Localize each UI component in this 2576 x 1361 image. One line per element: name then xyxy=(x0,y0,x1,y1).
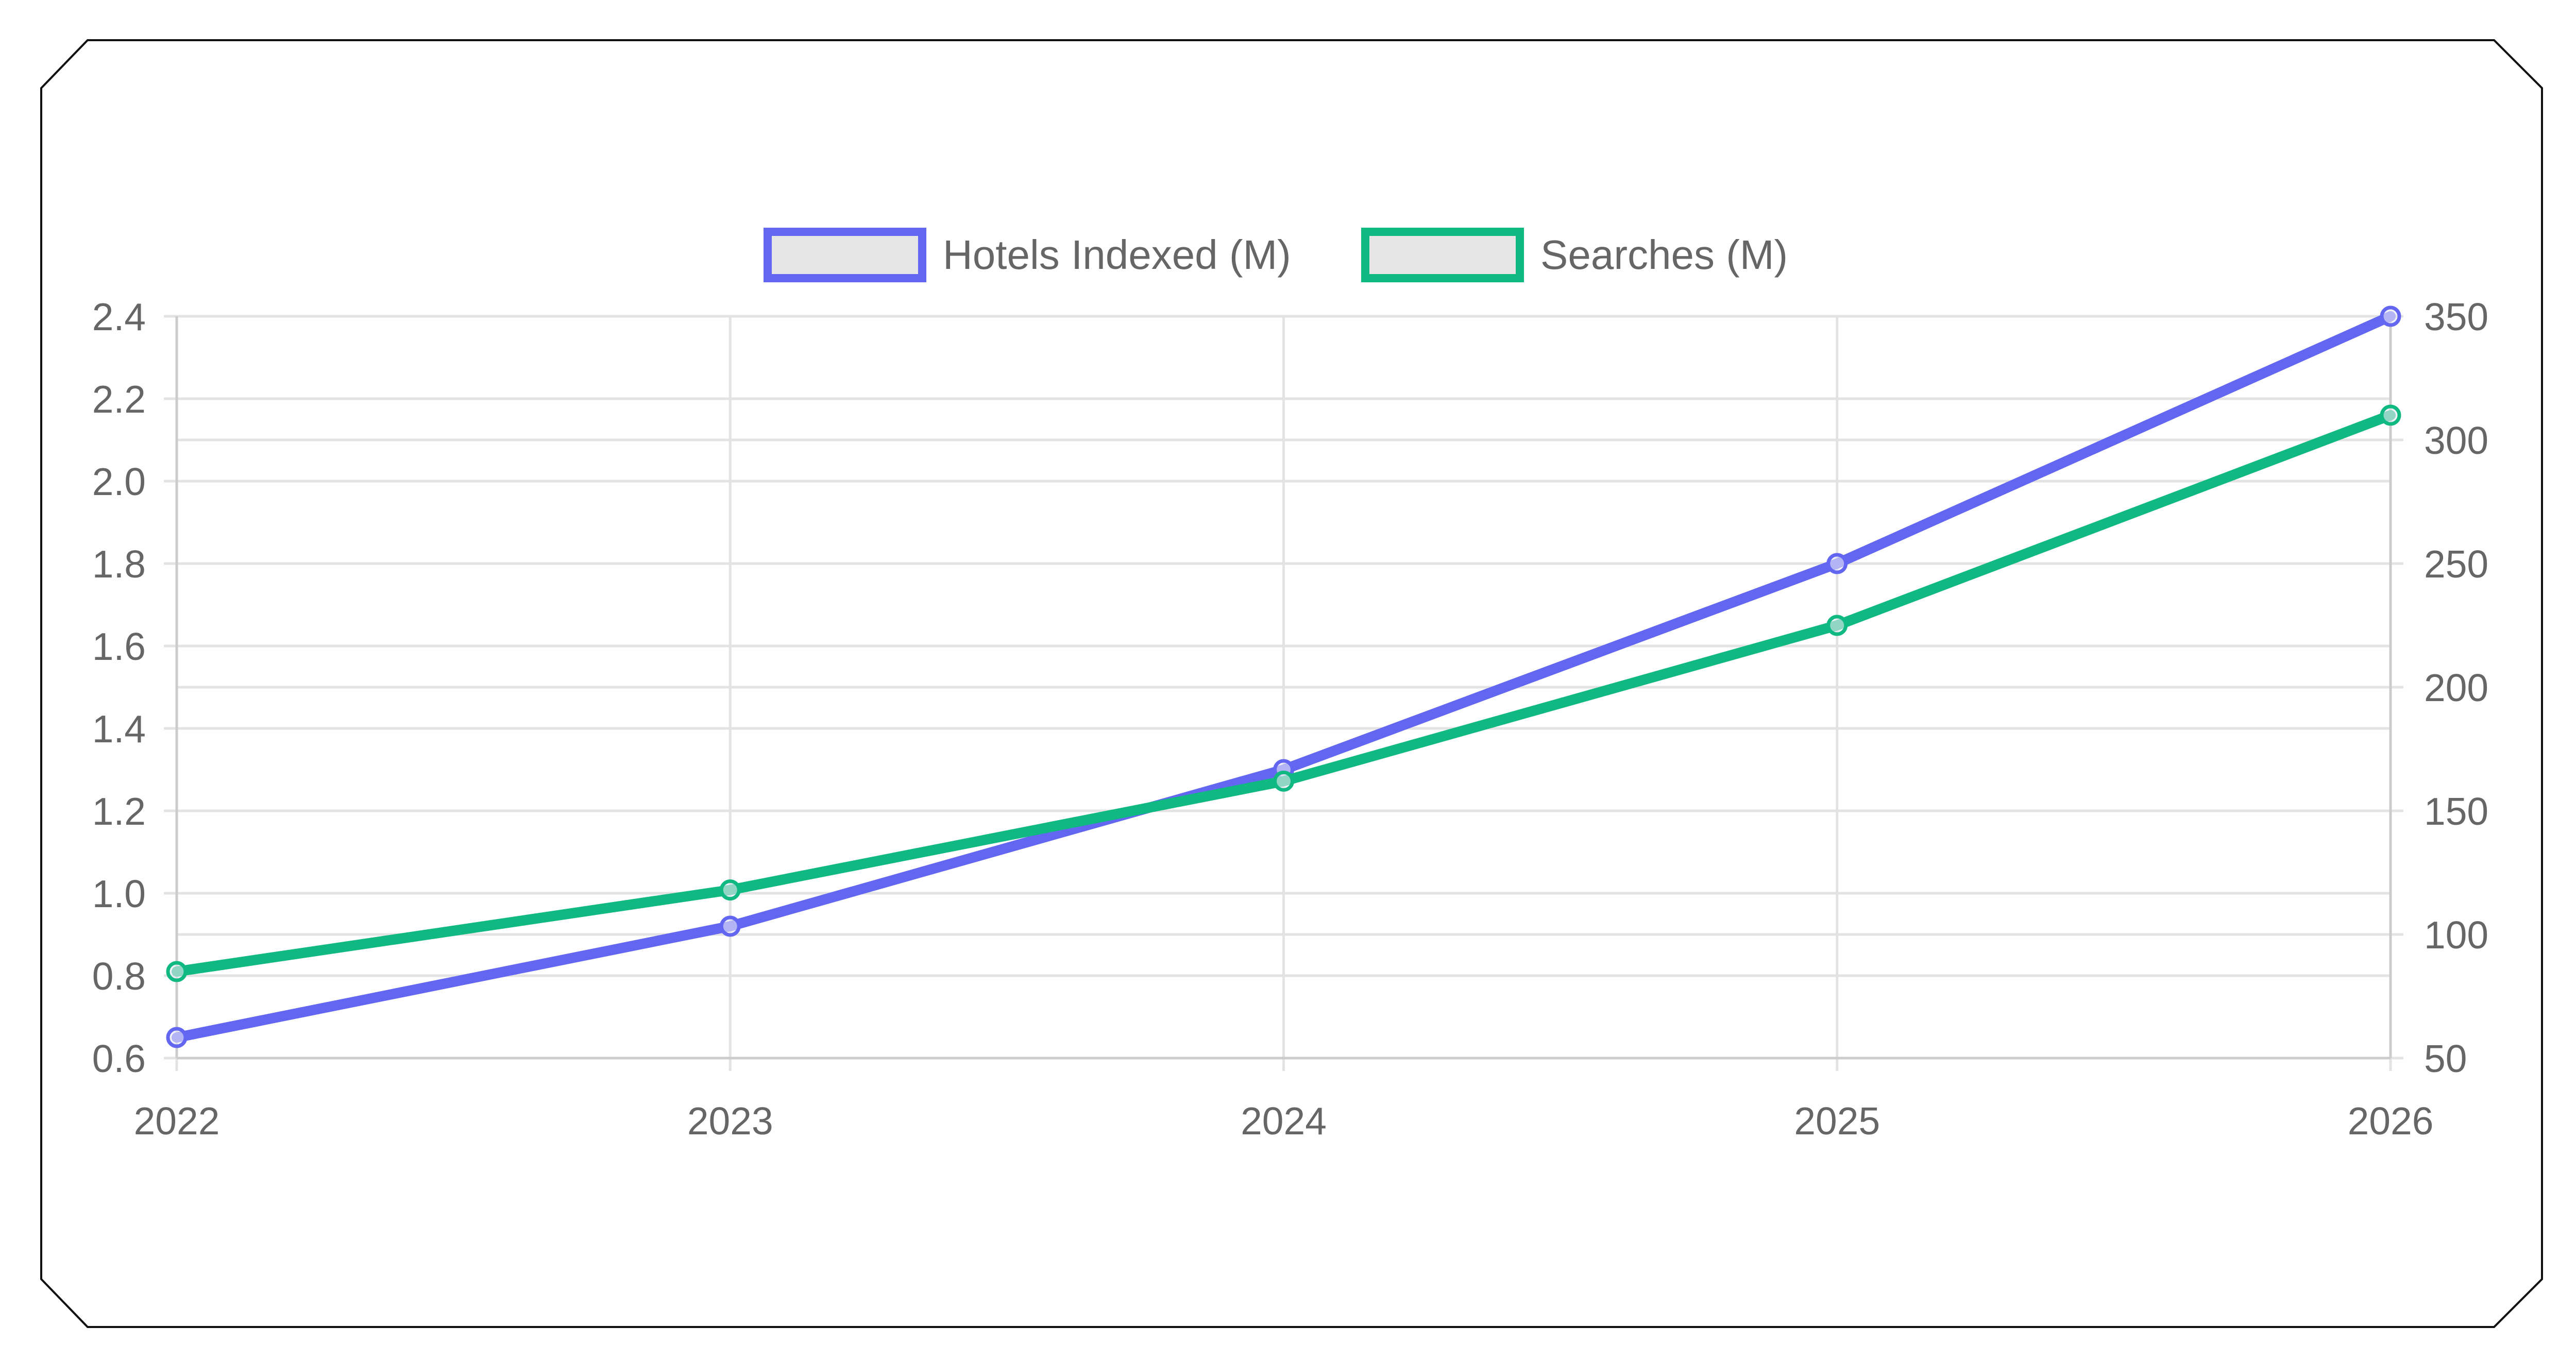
chart-border xyxy=(40,39,2543,1328)
y-right-tick-50: 50 xyxy=(2424,1037,2467,1080)
x-tick-2024: 2024 xyxy=(1241,1099,1327,1143)
y-left-tick-2-0: 2.0 xyxy=(92,460,146,503)
y-right-tick-100: 100 xyxy=(2424,913,2488,957)
y-left-tick-1-0: 1.0 xyxy=(92,872,146,915)
y-left-tick-1-8: 1.8 xyxy=(92,542,146,586)
x-tick-2022: 2022 xyxy=(134,1099,220,1143)
y-left-tick-0-8: 0.8 xyxy=(92,955,146,998)
series-searches-m xyxy=(166,404,2401,982)
legend-item-searches[interactable]: Searches (M) xyxy=(1361,228,1788,282)
x-tick-2025: 2025 xyxy=(1794,1099,1880,1143)
series xyxy=(166,305,2401,1048)
point-hotels-indexed-m-2026[interactable] xyxy=(2380,305,2401,327)
legend-label-searches: Searches (M) xyxy=(1540,232,1788,278)
y-right-tick-250: 250 xyxy=(2424,542,2488,586)
legend: Hotels Indexed (M) Searches (M) xyxy=(764,228,1788,282)
point-hotels-indexed-m-2022[interactable] xyxy=(166,1027,188,1048)
series-hotels-indexed-m xyxy=(166,305,2401,1048)
legend-label-hotels-indexed: Hotels Indexed (M) xyxy=(943,232,1291,278)
y-right-tick-350: 350 xyxy=(2424,295,2488,338)
y-left-tick-2-2: 2.2 xyxy=(92,378,146,421)
point-searches-m-2022[interactable] xyxy=(166,961,188,982)
point-searches-m-2024[interactable] xyxy=(1273,770,1294,792)
y-left-tick-1-6: 1.6 xyxy=(92,625,146,668)
y-left-tick-2-4: 2.4 xyxy=(92,295,146,338)
y-right-tick-300: 300 xyxy=(2424,419,2488,462)
x-tick-2026: 2026 xyxy=(2348,1099,2434,1143)
y-left-tick-0-6: 0.6 xyxy=(92,1037,146,1080)
legend-swatch-searches xyxy=(1361,228,1524,282)
legend-swatch-hotels-indexed xyxy=(764,228,926,282)
y-left-tick-1-2: 1.2 xyxy=(92,790,146,833)
point-searches-m-2026[interactable] xyxy=(2380,404,2401,426)
point-hotels-indexed-m-2023[interactable] xyxy=(719,915,741,937)
x-tick-2023: 2023 xyxy=(687,1099,773,1143)
point-searches-m-2023[interactable] xyxy=(719,879,741,901)
y-right-tick-150: 150 xyxy=(2424,790,2488,833)
y-left-tick-1-4: 1.4 xyxy=(92,707,146,751)
axes: 0.6 0.8 1.0 1.2 1.4 1.6 1.8 2.0 2.2 2.4 50 100 150 20… xyxy=(92,295,2488,1143)
y-right-tick-200: 200 xyxy=(2424,666,2488,709)
legend-item-hotels-indexed[interactable]: Hotels Indexed (M) xyxy=(764,228,1291,282)
point-searches-m-2025[interactable] xyxy=(1826,615,1848,636)
point-hotels-indexed-m-2025[interactable] xyxy=(1826,553,1848,574)
